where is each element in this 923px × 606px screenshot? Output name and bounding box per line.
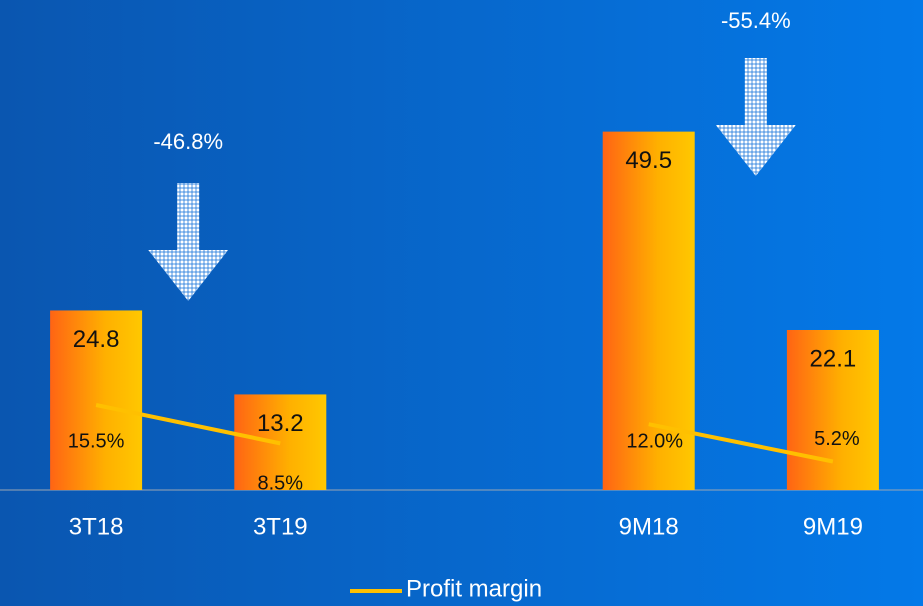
line-value-label: 12.0% (626, 430, 683, 452)
line-value-label: 5.2% (814, 428, 860, 450)
bar-value-label: 13.2 (257, 410, 304, 437)
legend-label: Profit margin (406, 575, 542, 602)
arrow (148, 183, 229, 301)
bar-value-label: 22.1 (810, 345, 857, 372)
bar (50, 310, 143, 490)
bar-value-label: 49.5 (625, 147, 672, 174)
annotation: -46.8% (153, 129, 223, 154)
line (95, 403, 834, 464)
x-tick-label: 9M19 (803, 513, 863, 540)
arrow (715, 58, 796, 176)
x-tick-label: 3T18 (69, 513, 124, 540)
annotation: -55.4% (721, 8, 791, 33)
bar-value-label: 24.8 (73, 326, 120, 353)
line-value-label: 8.5% (258, 473, 304, 495)
x-tick-label: 9M18 (619, 513, 679, 540)
x-tick-label: 3T19 (253, 513, 308, 540)
line-value-label: 15.5% (68, 430, 125, 452)
bar (786, 329, 879, 490)
